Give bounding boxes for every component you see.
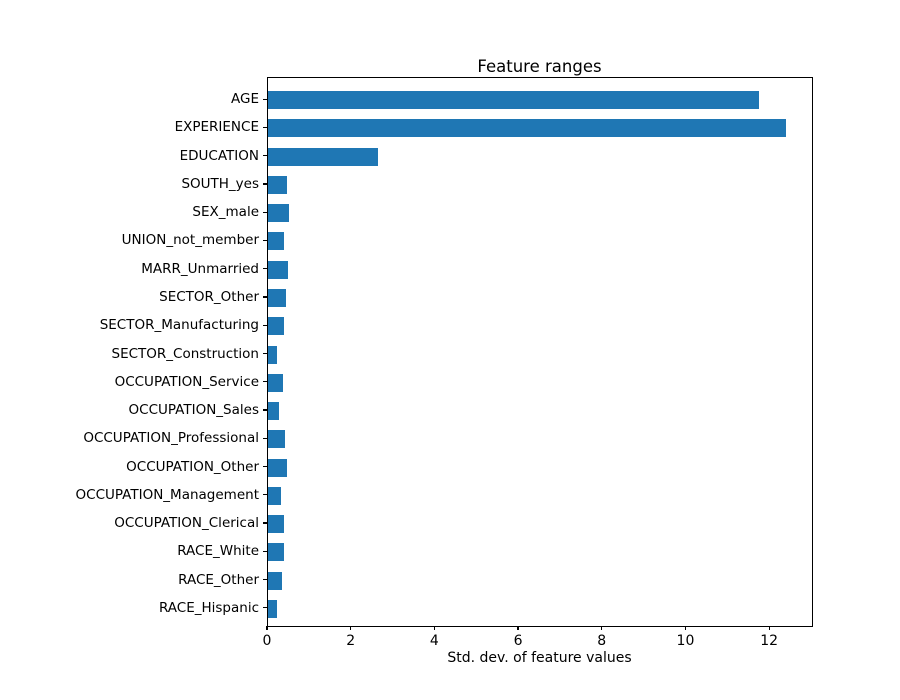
- bar-MARR_Unmarried: [268, 260, 289, 279]
- y-tick-label: EDUCATION: [179, 147, 259, 164]
- y-tick-mark: [263, 183, 267, 185]
- y-tick-label: SOUTH_yes: [181, 175, 259, 192]
- x-tick-label: 4: [429, 633, 439, 649]
- x-tick-mark: [266, 626, 268, 631]
- y-tick-mark: [263, 437, 267, 439]
- y-tick-label: SECTOR_Manufacturing: [99, 317, 259, 334]
- y-tick-label: SECTOR_Construction: [111, 345, 260, 362]
- y-tick-mark: [263, 494, 267, 496]
- y-tick-mark: [263, 126, 267, 128]
- bar-EDUCATION: [268, 147, 378, 166]
- y-tick-label: OCCUPATION_Management: [75, 486, 259, 503]
- y-tick-label: RACE_White: [177, 543, 259, 560]
- y-tick-label: SEX_male: [192, 204, 259, 221]
- y-tick-label: OCCUPATION_Professional: [83, 430, 259, 447]
- x-tick-label: 12: [760, 633, 779, 649]
- bar-OCCUPATION_Service: [268, 373, 284, 392]
- y-tick-mark: [263, 607, 267, 609]
- y-tick-mark: [263, 465, 267, 468]
- x-tick-mark: [350, 626, 352, 631]
- y-tick-label: RACE_Hispanic: [158, 599, 259, 616]
- x-tick-mark: [768, 626, 770, 631]
- bar-RACE_White: [268, 543, 284, 562]
- bar-OCCUPATION_Clerical: [268, 515, 285, 534]
- y-tick-mark: [263, 550, 267, 552]
- y-tick-label: SECTOR_Other: [159, 288, 259, 305]
- x-axis-label: Std. dev. of feature values: [447, 650, 632, 666]
- y-tick-label: MARR_Unmarried: [141, 260, 259, 277]
- bar-EXPERIENCE: [268, 119, 787, 138]
- y-tick-mark: [263, 211, 267, 213]
- bar-SECTOR_Manufacturing: [268, 317, 285, 336]
- y-tick-label: OCCUPATION_Sales: [128, 402, 259, 419]
- bar-SEX_male: [268, 204, 289, 223]
- y-tick-label: AGE: [231, 91, 259, 108]
- x-tick-label: 8: [597, 633, 607, 649]
- bar-OCCUPATION_Professional: [268, 430, 285, 449]
- y-tick-mark: [263, 239, 267, 242]
- bar-OCCUPATION_Other: [268, 458, 288, 477]
- y-tick-mark: [263, 268, 267, 270]
- y-tick-mark: [263, 522, 267, 524]
- bar-RACE_Other: [268, 571, 282, 590]
- y-tick-mark: [263, 98, 267, 100]
- x-tick-mark: [433, 626, 435, 631]
- bar-UNION_not_member: [268, 232, 284, 251]
- x-tick-label: 10: [676, 633, 695, 649]
- y-tick-mark: [263, 296, 267, 298]
- y-tick-mark: [263, 579, 267, 581]
- y-tick-mark: [263, 324, 267, 326]
- y-tick-label: RACE_Other: [178, 571, 259, 588]
- y-tick-mark: [263, 352, 267, 355]
- x-tick-mark: [601, 626, 603, 631]
- y-tick-label: OCCUPATION_Other: [126, 458, 259, 475]
- x-tick-label: 6: [513, 633, 523, 649]
- plot-area: [267, 77, 813, 627]
- bar-OCCUPATION_Management: [268, 486, 281, 505]
- bar-SOUTH_yes: [268, 175, 288, 194]
- x-tick-label: 0: [262, 633, 272, 649]
- y-tick-mark: [263, 409, 267, 411]
- y-tick-mark: [263, 155, 267, 157]
- x-tick-label: 2: [346, 633, 356, 649]
- bar-OCCUPATION_Sales: [268, 402, 279, 421]
- x-tick-mark: [517, 626, 519, 631]
- bar-SECTOR_Other: [268, 288, 286, 307]
- y-tick-label: OCCUPATION_Service: [114, 373, 259, 390]
- bar-RACE_Hispanic: [268, 599, 278, 618]
- y-tick-label: EXPERIENCE: [174, 119, 259, 136]
- chart-title: Feature ranges: [477, 57, 602, 76]
- bar-AGE: [268, 91, 759, 110]
- y-tick-mark: [263, 381, 267, 383]
- bar-SECTOR_Construction: [268, 345, 277, 364]
- y-tick-label: UNION_not_member: [121, 232, 259, 249]
- x-tick-mark: [684, 626, 687, 631]
- y-tick-label: OCCUPATION_Clerical: [114, 515, 259, 532]
